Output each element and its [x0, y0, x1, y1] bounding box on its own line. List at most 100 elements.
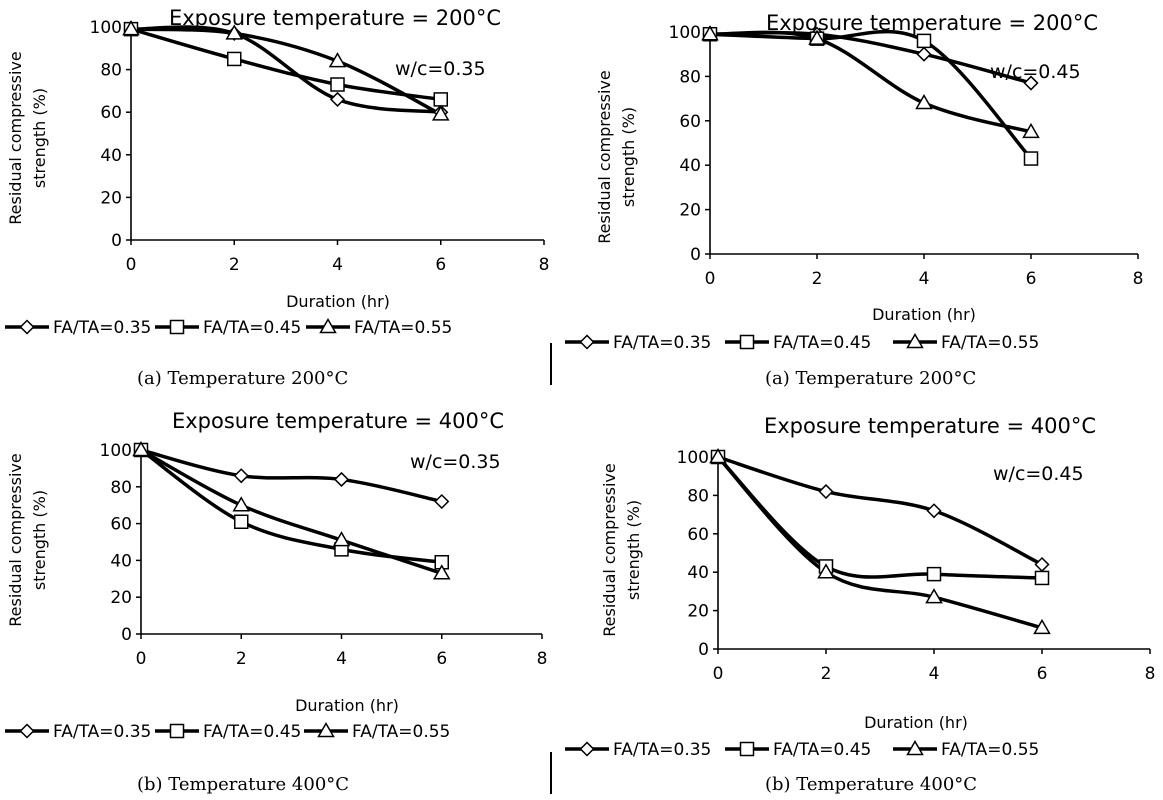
x-tick-label: 2: [236, 649, 247, 669]
data-point-series-3: [225, 24, 244, 40]
legend-label: FA/TA=0.35: [53, 722, 151, 742]
y-tick-label: 100: [90, 18, 122, 38]
series-line-1: [130, 25, 441, 114]
y-tick-label: 0: [111, 231, 122, 251]
data-point-series-3: [432, 564, 451, 580]
data-point-series-3: [808, 29, 826, 45]
caption-panel-2: (a) Temperature 200°C: [765, 368, 977, 389]
y-tick-label: 60: [100, 103, 122, 123]
legend-label: FA/TA=0.55: [941, 740, 1039, 760]
data-point-series-1: [333, 471, 350, 488]
y-tick-label: 20: [679, 201, 701, 221]
y-tick-label: 80: [100, 61, 122, 81]
legend-label: FA/TA=0.45: [203, 318, 301, 338]
legend-label: FA/TA=0.35: [613, 333, 711, 353]
legend-label: FA/TA=0.45: [203, 722, 301, 742]
chart-title: Exposure temperature = 200°C: [169, 6, 501, 30]
x-tick-label: 4: [919, 269, 930, 289]
legend-marker-square: [739, 334, 755, 350]
data-point-series-3: [915, 94, 933, 110]
x-tick-label: 8: [1145, 664, 1156, 684]
x-tick-label: 0: [713, 664, 724, 684]
legend-marker-triangle: [317, 721, 335, 738]
wc-annotation: w/c=0.35: [410, 451, 501, 473]
data-point-series-3: [132, 440, 150, 457]
y-axis-label-line1: Residual compressive: [595, 70, 614, 243]
data-point-series-2: [916, 33, 932, 49]
column-divider-bottom: [550, 752, 552, 794]
series-line-3: [709, 30, 1032, 134]
data-point-series-3: [925, 588, 943, 604]
y-tick-label: 80: [687, 486, 709, 506]
data-point-series-3: [1022, 122, 1040, 139]
y-axis-label-line2: strength (%): [30, 490, 49, 590]
y-tick-label: 0: [698, 640, 709, 660]
data-point-series-1: [926, 503, 942, 519]
y-tick-label: 40: [687, 563, 709, 583]
legend-marker-diamond: [19, 319, 35, 335]
chart-panel-200c-wc035: Exposure temperature = 200°C Residual co…: [5, 6, 550, 338]
data-point-series-2: [433, 92, 448, 107]
y-tick-label: 20: [110, 588, 132, 608]
y-tick-label: 60: [687, 525, 709, 545]
series-line-2: [130, 27, 441, 102]
x-axis-label: Duration (hr): [872, 305, 976, 324]
y-tick-label: 80: [110, 478, 132, 498]
x-tick-label: 6: [435, 255, 446, 275]
data-point-series-3: [817, 563, 835, 579]
legend-label: FA/TA=0.45: [773, 740, 871, 760]
data-point-series-3: [709, 447, 727, 464]
data-point-series-2: [227, 51, 242, 67]
legend-label: FA/TA=0.55: [352, 722, 450, 742]
y-tick-label: 100: [100, 441, 132, 461]
x-tick-label: 6: [1037, 664, 1048, 684]
legend-marker-triangle: [319, 317, 337, 334]
series-line-2: [139, 448, 442, 564]
data-point-series-1: [818, 483, 834, 500]
series-line-3: [130, 27, 442, 116]
data-point-series-1: [916, 46, 932, 62]
caption-panel-1: (a) Temperature 200°C: [137, 368, 349, 389]
data-point-series-2: [1023, 151, 1039, 166]
y-axis-label-line1: Residual compressive: [6, 453, 25, 626]
x-tick-label: 4: [332, 255, 343, 275]
x-tick-label: 8: [539, 255, 550, 275]
chart-title: Exposure temperature = 400°C: [172, 409, 504, 433]
x-axis-label: Duration (hr): [864, 713, 968, 732]
data-point-series-2: [234, 514, 249, 530]
chart-title: Exposure temperature = 400°C: [764, 414, 1096, 438]
data-point-series-1: [329, 91, 346, 107]
series-line-1: [140, 448, 443, 504]
chart-panel-400c-wc035: Exposure temperature = 400°C Residual co…: [5, 409, 547, 742]
y-axis-label-line2: strength (%): [619, 107, 638, 207]
y-axis-label-line1: Residual compressive: [600, 463, 619, 636]
caption-panel-4: (b) Temperature 400°C: [765, 774, 978, 795]
column-divider-top: [550, 343, 552, 385]
wc-annotation: w/c=0.45: [993, 463, 1084, 485]
data-point-series-3: [701, 25, 719, 41]
legend-marker-diamond: [19, 723, 35, 739]
wc-annotation: w/c=0.35: [395, 58, 486, 80]
x-tick-label: 0: [126, 255, 137, 275]
x-tick-label: 6: [436, 649, 447, 669]
y-tick-label: 40: [110, 551, 132, 571]
x-tick-label: 8: [1133, 269, 1144, 289]
data-point-series-3: [232, 496, 251, 512]
data-point-series-3: [1033, 618, 1051, 635]
data-point-series-1: [1023, 75, 1039, 91]
data-point-series-3: [332, 531, 351, 547]
data-point-series-3: [122, 20, 140, 36]
wc-annotation: w/c=0.45: [990, 61, 1081, 83]
x-tick-label: 2: [229, 255, 240, 275]
legend-label: FA/TA=0.35: [613, 740, 711, 760]
series-line-3: [140, 448, 443, 575]
x-tick-label: 4: [336, 649, 347, 669]
y-tick-label: 80: [679, 67, 701, 87]
data-point-series-2: [1034, 570, 1050, 586]
y-tick-label: 100: [677, 448, 709, 468]
y-tick-label: 100: [669, 23, 701, 43]
legend-marker-square: [739, 741, 755, 757]
y-axis-label-line1: Residual compressive: [6, 51, 25, 224]
y-axis-label-line2: strength (%): [624, 500, 643, 600]
x-tick-label: 0: [705, 269, 716, 289]
